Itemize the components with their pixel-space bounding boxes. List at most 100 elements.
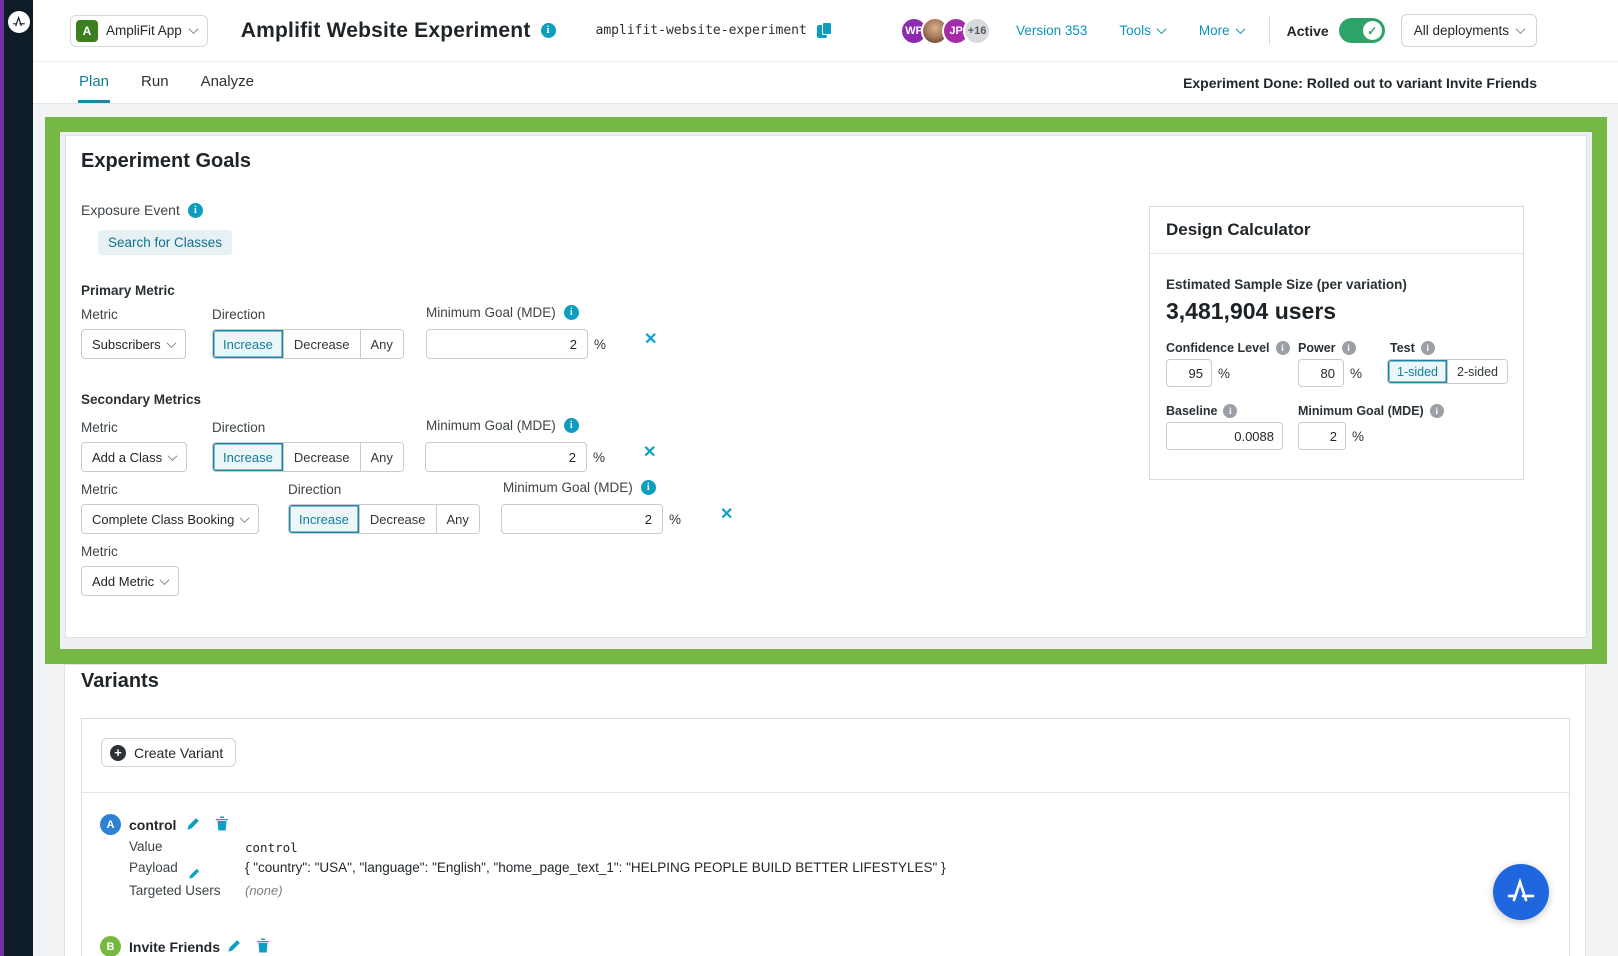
baseline-label: Baseline [1166, 404, 1218, 418]
power-input[interactable] [1298, 359, 1344, 387]
edit-pencil-icon[interactable] [186, 816, 201, 836]
secondary-metric-1-select[interactable]: Add a Class [81, 442, 188, 472]
version-link[interactable]: Version 353 [1016, 23, 1088, 38]
info-icon[interactable]: i [1341, 341, 1356, 355]
edit-pencil-icon[interactable] [227, 938, 242, 956]
copy-icon[interactable] [816, 21, 833, 40]
direction-increase-button[interactable]: Increase [289, 505, 360, 533]
amplitude-logo-icon[interactable] [8, 11, 30, 33]
metric-label: Metric [81, 307, 118, 322]
info-icon[interactable]: i [540, 23, 556, 38]
direction-any-button[interactable]: Any [360, 443, 403, 471]
direction-increase-button[interactable]: Increase [213, 443, 284, 471]
direction-decrease-button[interactable]: Decrease [359, 505, 437, 533]
chevron-down-icon [1235, 24, 1246, 35]
info-icon[interactable]: i [1429, 404, 1444, 418]
info-icon[interactable]: i [563, 418, 579, 433]
variants-panel-header: + Create Variant [82, 719, 1569, 793]
secondary-1-direction-group: Increase Decrease Any [212, 442, 404, 472]
experiment-goals-card: Experiment Goals Exposure Event i Search… [65, 135, 1587, 638]
tab-run[interactable]: Run [141, 72, 169, 90]
primary-metric-select[interactable]: Subscribers [81, 329, 186, 359]
secondary-2-direction-group: Increase Decrease Any [288, 504, 480, 534]
tab-plan[interactable]: Plan [78, 62, 111, 103]
remove-primary-metric-button[interactable]: ✕ [644, 331, 658, 348]
test-1-sided-button[interactable]: 1-sided [1388, 360, 1448, 383]
secondary-metric-2-value: Complete Class Booking [92, 511, 235, 527]
variant-name: Invite Friends [129, 939, 221, 955]
primary-metric-value: Subscribers [92, 336, 161, 352]
info-icon[interactable]: i [1223, 404, 1238, 418]
test-2-sided-button[interactable]: 2-sided [1448, 360, 1507, 383]
baseline-input[interactable] [1166, 422, 1283, 450]
experiment-slug: amplifit-website-experiment [595, 23, 807, 38]
more-menu[interactable]: More [1198, 23, 1246, 38]
secondary-1-mde-input[interactable] [425, 442, 587, 472]
chevron-down-icon [166, 337, 177, 348]
variant-targeted-users: (none) [245, 883, 283, 898]
sample-size-label: Estimated Sample Size (per variation) [1166, 277, 1407, 292]
sample-size-value: 3,481,904 users [1166, 298, 1337, 324]
remove-secondary-1-button[interactable]: ✕ [643, 444, 657, 461]
secondary-metrics-heading: Secondary Metrics [81, 392, 202, 407]
direction-any-button[interactable]: Any [436, 505, 479, 533]
primary-mde-input[interactable] [426, 329, 588, 359]
percent-sign: % [669, 511, 682, 527]
confidence-input[interactable] [1166, 359, 1212, 387]
secondary-metric-1-value: Add a Class [92, 449, 163, 465]
variant-payload: { "country": "USA", "language": "English… [245, 860, 946, 875]
chevron-down-icon [1156, 24, 1167, 35]
secondary-2-mde-input[interactable] [501, 504, 663, 534]
direction-any-button[interactable]: Any [360, 330, 403, 358]
tab-analyze[interactable]: Analyze [200, 72, 254, 90]
add-metric-label: Add Metric [92, 573, 155, 589]
direction-increase-button[interactable]: Increase [213, 330, 284, 358]
more-label: More [1198, 23, 1230, 38]
active-toggle[interactable]: ✓ [1338, 18, 1385, 43]
trash-icon[interactable] [215, 815, 229, 836]
direction-decrease-button[interactable]: Decrease [283, 330, 361, 358]
info-icon[interactable]: i [1275, 341, 1290, 355]
payload-label: Payload [129, 860, 178, 875]
remove-secondary-2-button[interactable]: ✕ [720, 506, 734, 523]
tools-label: Tools [1119, 23, 1151, 38]
info-icon[interactable]: i [563, 305, 579, 320]
exposure-event-chip[interactable]: Search for Classes [98, 230, 233, 255]
variant-value: control [245, 840, 298, 855]
create-variant-label: Create Variant [134, 744, 224, 761]
mde-label: Minimum Goal (MDE) [426, 418, 556, 433]
add-metric-select[interactable]: Add Metric [81, 566, 180, 596]
confidence-level-label: Confidence Level [1166, 341, 1270, 355]
variant-name: control [129, 817, 177, 833]
tab-bar: Plan Run Analyze Experiment Done: Rolled… [33, 62, 1618, 104]
info-icon[interactable]: i [1420, 341, 1435, 355]
edit-payload-pencil-icon[interactable] [188, 867, 201, 885]
calculator-mde-input[interactable] [1298, 422, 1346, 450]
create-variant-button[interactable]: + Create Variant [101, 738, 237, 767]
secondary-metric-2-select[interactable]: Complete Class Booking [81, 504, 260, 534]
percent-sign: % [1350, 365, 1363, 381]
main-content: Experiment Goals Exposure Event i Search… [33, 104, 1618, 956]
deployments-label: All deployments [1413, 23, 1509, 38]
direction-label: Direction [212, 420, 266, 435]
goals-highlight-frame: Experiment Goals Exposure Event i Search… [45, 117, 1607, 664]
direction-label: Direction [288, 482, 342, 497]
mde-label: Minimum Goal (MDE) [1298, 404, 1424, 418]
test-sided-group: 1-sided 2-sided [1387, 359, 1508, 384]
avatar-overflow-count[interactable]: +16 [963, 16, 992, 45]
trash-icon[interactable] [256, 937, 270, 956]
info-icon[interactable]: i [187, 202, 203, 218]
direction-decrease-button[interactable]: Decrease [283, 443, 361, 471]
percent-sign: % [1218, 365, 1231, 381]
deployments-selector[interactable]: All deployments [1400, 14, 1537, 47]
chevron-down-icon [159, 574, 170, 585]
amplitude-assistant-button[interactable] [1493, 864, 1549, 920]
avatar-stack: WP JP +16 [900, 16, 992, 45]
info-icon[interactable]: i [640, 480, 656, 495]
amplitude-logo-icon [1507, 877, 1535, 902]
active-status-label: Active [1286, 22, 1329, 39]
metric-label: Metric [81, 482, 118, 497]
metric-label: Metric [81, 420, 118, 435]
tools-menu[interactable]: Tools [1119, 23, 1167, 38]
app-selector[interactable]: A AmpliFit App [70, 14, 208, 47]
